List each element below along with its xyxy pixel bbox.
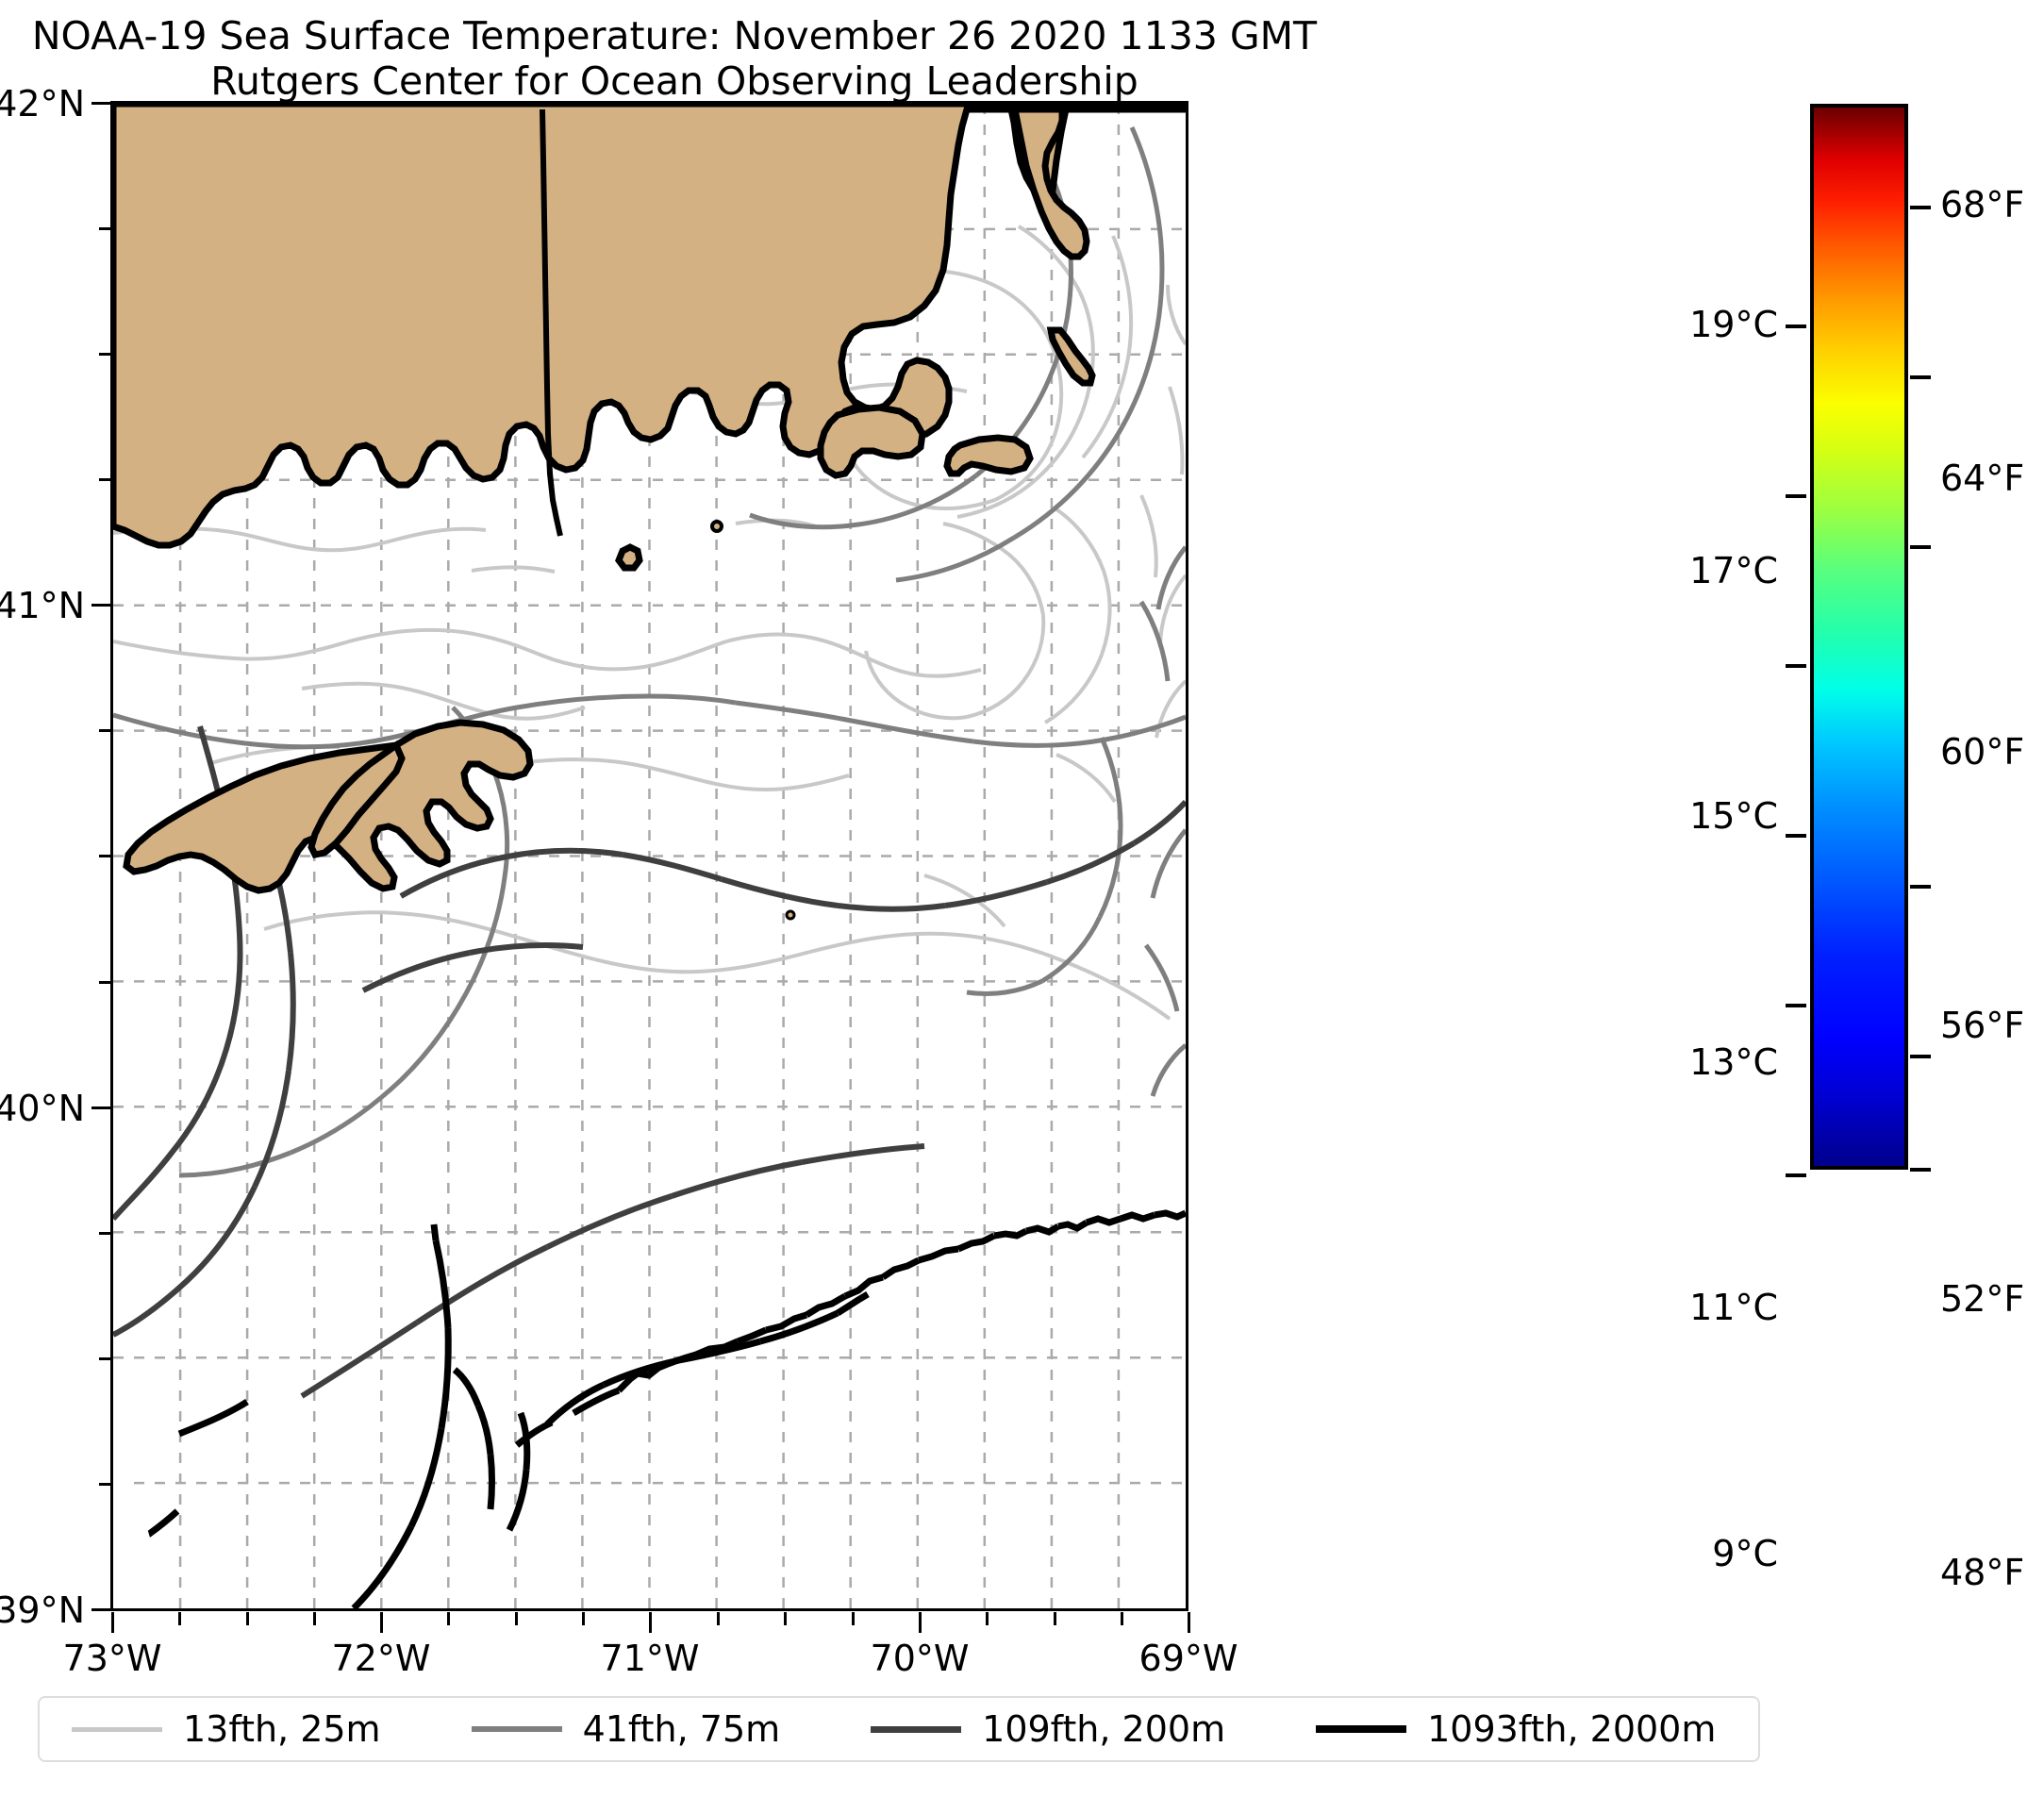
legend-label-25m: 13fth, 25m (183, 1708, 381, 1750)
x-tick-major-73W (111, 1612, 114, 1633)
cbar-label-15C: 15°C (1689, 795, 1778, 837)
bathymetry-legend[interactable]: 13fth, 25m 41fth, 75m 109fth, 200m 1093f… (38, 1696, 1760, 1762)
x-tick-minor (852, 1612, 855, 1625)
colorbar (1810, 104, 1908, 1170)
legend-item-25m[interactable]: 13fth, 25m (72, 1708, 381, 1750)
land-islet-2 (785, 909, 796, 921)
x-tick-minor (178, 1612, 181, 1625)
figure-title: NOAA-19 Sea Surface Temperature: Novembe… (0, 13, 1349, 105)
y-tick-major-39 (91, 1608, 112, 1611)
land-islet-1 (710, 520, 723, 533)
legend-line-2000m (1316, 1725, 1407, 1733)
y-tick-major-40 (91, 1106, 112, 1109)
land-marthas-vineyard (817, 404, 926, 479)
y-tick-minor (99, 353, 112, 356)
map-graphic (113, 104, 1186, 1608)
legend-label-75m: 41fth, 75m (582, 1708, 781, 1750)
x-tick-major-69W (1188, 1612, 1190, 1633)
cbar-label-13C: 13°C (1689, 1041, 1778, 1083)
legend-line-25m (72, 1726, 162, 1732)
cbar-label-68F: 68°F (1940, 184, 2025, 225)
cbar-label-9C: 9°C (1712, 1533, 1778, 1574)
x-tick-major-70W (919, 1612, 922, 1633)
x-tick-minor (582, 1612, 585, 1625)
x-tick-minor (784, 1612, 787, 1625)
x-tick-minor (515, 1612, 518, 1625)
cbar-tick-17C (1786, 494, 1806, 498)
bathymetry-200m (113, 725, 1186, 1399)
cbar-label-17C: 17°C (1689, 550, 1778, 591)
land-block-island (615, 543, 643, 572)
cbar-tick-19C (1786, 324, 1806, 328)
y-tick-minor (99, 1483, 112, 1486)
x-tick-major-71W (649, 1612, 652, 1633)
y-tick-major-42 (91, 102, 112, 105)
land-nantucket (943, 434, 1034, 477)
x-tick-minor (1121, 1612, 1123, 1625)
x-axis-label-73W: 73°W (62, 1638, 162, 1679)
y-axis-label-41N: 41°N (0, 585, 85, 626)
x-tick-minor (986, 1612, 989, 1625)
cbar-tick-64F (1910, 375, 1931, 379)
x-axis-label-69W: 69°W (1138, 1638, 1238, 1679)
cbar-label-64F: 64°F (1940, 458, 2025, 499)
land-long-island-north-fork (307, 740, 406, 858)
cbar-label-56F: 56°F (1940, 1005, 2025, 1046)
landmasses (113, 104, 1186, 1606)
cbar-label-19C: 19°C (1689, 304, 1778, 345)
cbar-label-48F: 48°F (1940, 1552, 2025, 1593)
y-tick-minor (99, 478, 112, 481)
legend-label-2000m: 1093fth, 2000m (1427, 1708, 1717, 1750)
title-line-1: NOAA-19 Sea Surface Temperature: Novembe… (31, 13, 1318, 58)
x-axis-label-71W: 71°W (600, 1638, 700, 1679)
y-tick-minor (99, 1357, 112, 1360)
cbar-tick-60F (1910, 545, 1931, 549)
y-axis-label-39N: 39°N (0, 1589, 85, 1631)
y-tick-minor (99, 729, 112, 732)
y-axis-label-40N: 40°N (0, 1088, 85, 1129)
legend-item-200m[interactable]: 109fth, 200m (871, 1708, 1225, 1750)
cbar-tick-68F (1910, 206, 1931, 209)
x-tick-minor (246, 1612, 249, 1625)
bathymetry-2000m (113, 1209, 1186, 1608)
cbar-tick-9C (1786, 1173, 1806, 1177)
title-line-2: Rutgers Center for Ocean Observing Leade… (210, 58, 1138, 105)
y-tick-minor (99, 981, 112, 984)
cbar-tick-13C (1786, 834, 1806, 838)
x-tick-minor (717, 1612, 720, 1625)
legend-item-75m[interactable]: 41fth, 75m (471, 1708, 781, 1750)
cbar-tick-48F (1910, 1168, 1931, 1172)
y-tick-minor (99, 1232, 112, 1235)
land-cape-cod (1010, 106, 1090, 260)
cbar-label-11C: 11°C (1689, 1287, 1778, 1328)
y-tick-minor (99, 227, 112, 230)
colorbar-gradient (1814, 108, 1904, 1166)
land-cape-cod-outer-arm (1046, 326, 1096, 387)
legend-line-200m (871, 1725, 962, 1733)
cbar-tick-15C (1786, 664, 1806, 668)
state-boundary-ny-ct (540, 108, 563, 537)
x-tick-minor (1054, 1612, 1056, 1625)
legend-item-2000m[interactable]: 1093fth, 2000m (1316, 1708, 1716, 1750)
land-new-jersey-coast (113, 1462, 158, 1606)
x-tick-minor (447, 1612, 450, 1625)
cbar-label-60F: 60°F (1940, 731, 2025, 773)
cbar-tick-56F (1910, 1055, 1931, 1058)
y-tick-minor (99, 855, 112, 857)
map-axes (110, 101, 1188, 1611)
cbar-tick-11C (1786, 1004, 1806, 1007)
x-tick-minor (313, 1612, 316, 1625)
cbar-label-52F: 52°F (1940, 1278, 2025, 1320)
legend-label-200m: 109fth, 200m (982, 1708, 1226, 1750)
cbar-tick-52F (1910, 885, 1931, 889)
y-tick-major-41 (91, 604, 112, 607)
y-axis-label-42N: 42°N (0, 83, 85, 125)
x-axis-label-72W: 72°W (331, 1638, 431, 1679)
x-axis-label-70W: 70°W (870, 1638, 970, 1679)
legend-line-75m (471, 1726, 562, 1732)
x-tick-major-72W (380, 1612, 383, 1633)
